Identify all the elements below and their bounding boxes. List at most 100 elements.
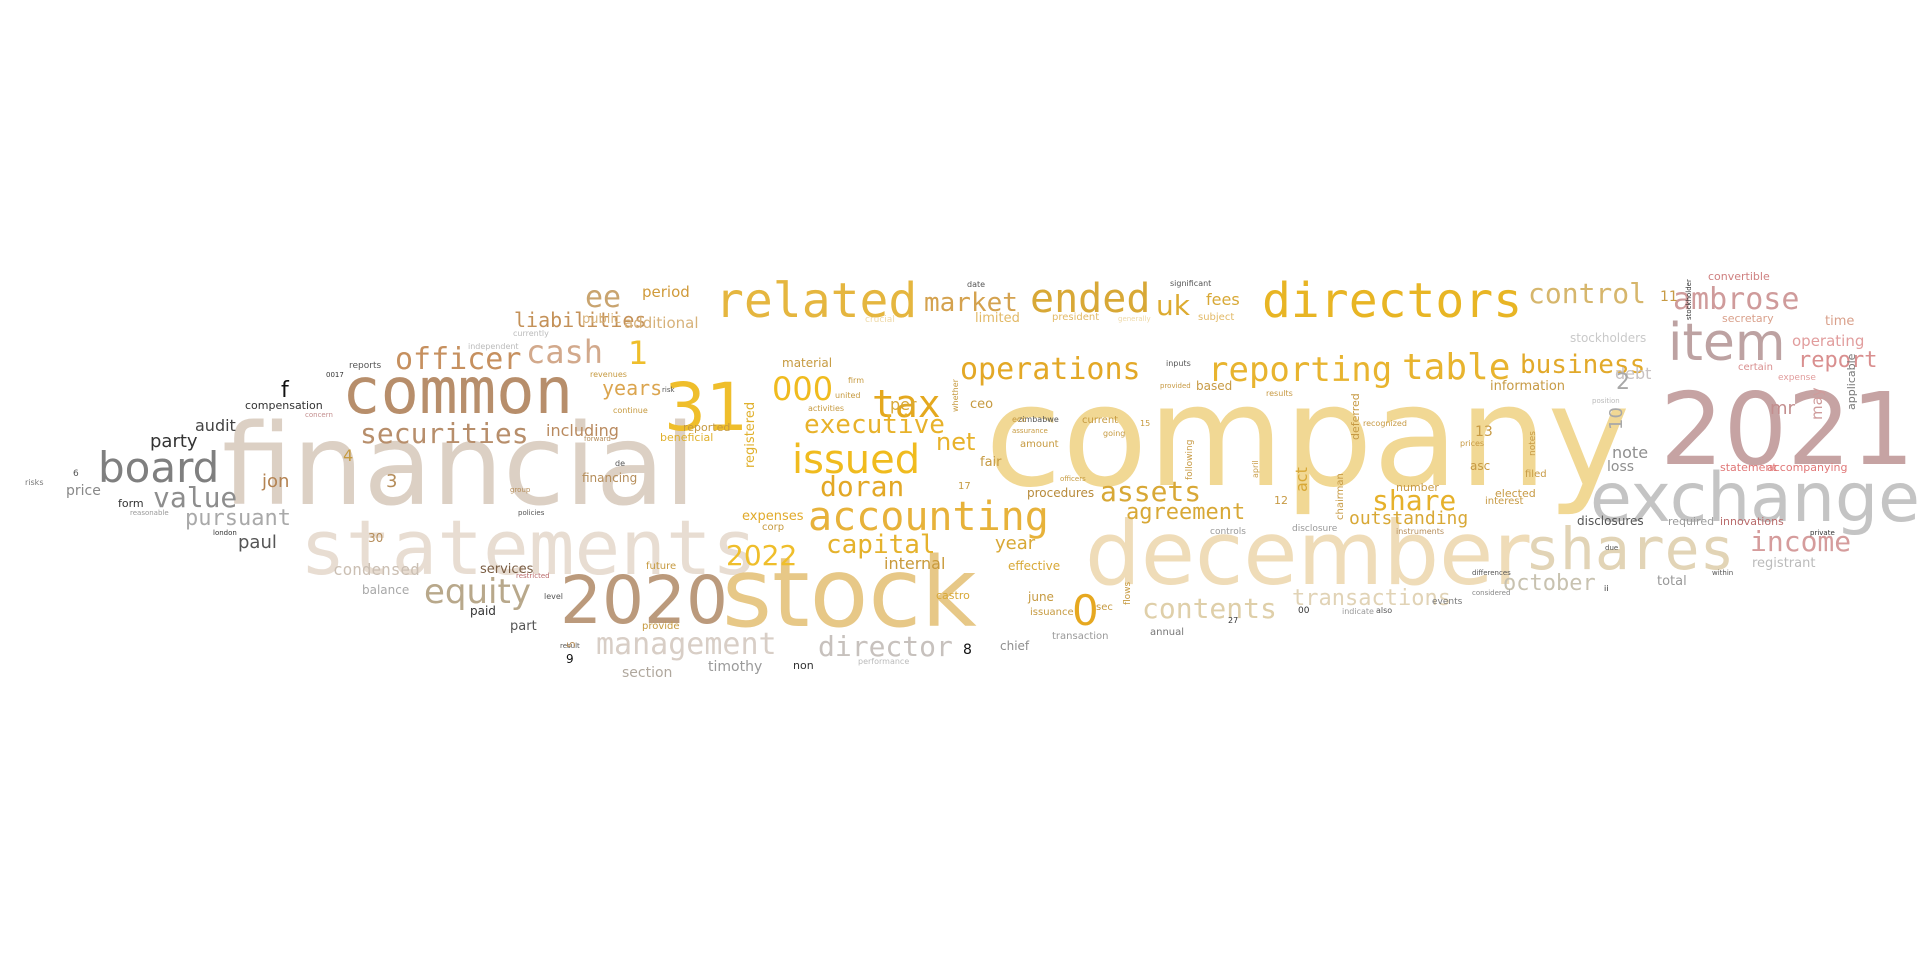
word-2020: 2020 xyxy=(560,562,728,639)
word-number: number xyxy=(1396,481,1439,494)
word-asc: asc xyxy=(1470,459,1491,473)
word-f: f xyxy=(281,378,289,403)
word-paid: paid xyxy=(470,604,496,618)
word-equity: equity xyxy=(424,572,531,612)
word-de: de xyxy=(615,459,625,468)
word-assurance: assurance xyxy=(1012,427,1048,435)
word-june: june xyxy=(1028,590,1054,604)
word-business: business xyxy=(1520,350,1646,380)
word-provided: provided xyxy=(1160,382,1191,390)
word-provide: provide xyxy=(642,621,680,632)
word-per: per xyxy=(890,395,917,414)
word-prices: prices xyxy=(1460,439,1485,448)
word-continue: continue xyxy=(613,406,648,415)
word-agreement: agreement xyxy=(1126,500,1246,525)
word-instruments: instruments xyxy=(1396,527,1445,536)
word-item: item xyxy=(1668,313,1786,373)
word-certain: certain xyxy=(1738,362,1773,373)
word-shares: shares xyxy=(1525,515,1735,583)
word-london: london xyxy=(213,529,237,537)
word-inputs: inputs xyxy=(1166,359,1191,368)
word-executive: executive xyxy=(804,410,945,440)
word-officers: officers xyxy=(1060,475,1086,483)
word-expense: expense xyxy=(1778,373,1816,383)
word-31: 31 xyxy=(664,369,748,446)
word-jon: jon xyxy=(262,471,290,492)
word-num-11: 11 xyxy=(1660,289,1678,305)
word-fair: fair xyxy=(980,455,1002,470)
word-recognized: recognized xyxy=(1363,419,1407,428)
word-including: including xyxy=(546,421,619,440)
word-material: material xyxy=(782,356,833,370)
word-concern: concern xyxy=(305,411,333,419)
word-ii: ii xyxy=(1604,584,1609,593)
word-time: time xyxy=(1825,314,1855,329)
word-market: market xyxy=(924,288,1018,318)
word-price: price xyxy=(66,483,101,499)
word-securities: securities xyxy=(360,417,529,450)
word-firm: firm xyxy=(848,376,864,385)
word-exchange: exchange xyxy=(1590,459,1920,538)
word-disclosure: disclosure xyxy=(1292,524,1338,534)
word-sec: sec xyxy=(1096,602,1113,613)
word-board: board xyxy=(98,443,220,492)
word-2021: 2021 xyxy=(1660,371,1915,488)
word-company: company xyxy=(985,356,1631,519)
word-stockholder: stockholder xyxy=(1685,279,1693,320)
word-tax: tax xyxy=(872,382,941,426)
word-balance: balance xyxy=(362,583,410,597)
word-eco: eco xyxy=(1012,415,1027,424)
word-elected: elected xyxy=(1495,487,1536,500)
word-financial: financial xyxy=(222,401,696,531)
word-zimbabwe: zimbabwe xyxy=(1018,415,1059,424)
word-going: going xyxy=(1103,429,1126,438)
word-issuance: issuance xyxy=(1030,607,1074,618)
word-report: report xyxy=(1798,348,1878,373)
word-notes: notes xyxy=(1528,431,1538,456)
word-num-17: 17 xyxy=(958,481,971,492)
word-num-12: 12 xyxy=(1274,494,1288,507)
word-accompanying: accompanying xyxy=(1767,461,1848,474)
word-financing: financing xyxy=(582,471,638,485)
word-due: due xyxy=(1605,544,1619,552)
word-note: note xyxy=(1612,443,1649,462)
word-stock: stock xyxy=(722,537,977,649)
word-1: 1 xyxy=(628,334,649,372)
word-condensed: condensed xyxy=(333,560,420,579)
word-2022: 2022 xyxy=(726,539,798,572)
word-differences: differences xyxy=(1472,569,1511,577)
word-uk: uk xyxy=(1156,289,1190,322)
word-current: current xyxy=(1082,415,1119,426)
word-timothy: timothy xyxy=(708,659,763,675)
word-num-0017: 0017 xyxy=(326,371,344,379)
word-ambrose: ambrose xyxy=(1673,282,1800,317)
word-whether: whether xyxy=(951,379,960,412)
word-based: based xyxy=(1196,379,1233,393)
word-period: period xyxy=(642,283,690,301)
word-crucial: crucial xyxy=(865,315,895,325)
word-applicable: applicable xyxy=(1845,353,1858,410)
word-reported: reported xyxy=(683,421,731,434)
word-000: 000 xyxy=(772,370,834,408)
word-future: future xyxy=(646,561,677,572)
word-interest: interest xyxy=(1485,496,1524,507)
word-num-8: 8 xyxy=(963,642,972,658)
word-mr: mr xyxy=(1770,398,1795,419)
word-num-30: 30 xyxy=(368,531,384,545)
word-chairman: chairman xyxy=(1335,473,1346,520)
word-revenues: revenues xyxy=(590,370,627,379)
word-annual: annual xyxy=(1150,627,1185,638)
word-reasonable: reasonable xyxy=(130,509,169,517)
word-share: share xyxy=(1372,484,1457,517)
word-reports: reports xyxy=(349,361,382,371)
word-issued: issued xyxy=(792,437,921,483)
word-officer: officer xyxy=(395,342,522,377)
word-party: party xyxy=(150,431,198,452)
word-statement: statement xyxy=(1720,461,1777,474)
word-limited: limited xyxy=(975,311,1020,326)
word-num-27: 27 xyxy=(1228,616,1239,625)
word-assets: assets xyxy=(1100,475,1202,508)
word-audit: audit xyxy=(195,416,236,435)
word-services: services xyxy=(480,562,534,577)
word-activities: activities xyxy=(808,404,845,413)
